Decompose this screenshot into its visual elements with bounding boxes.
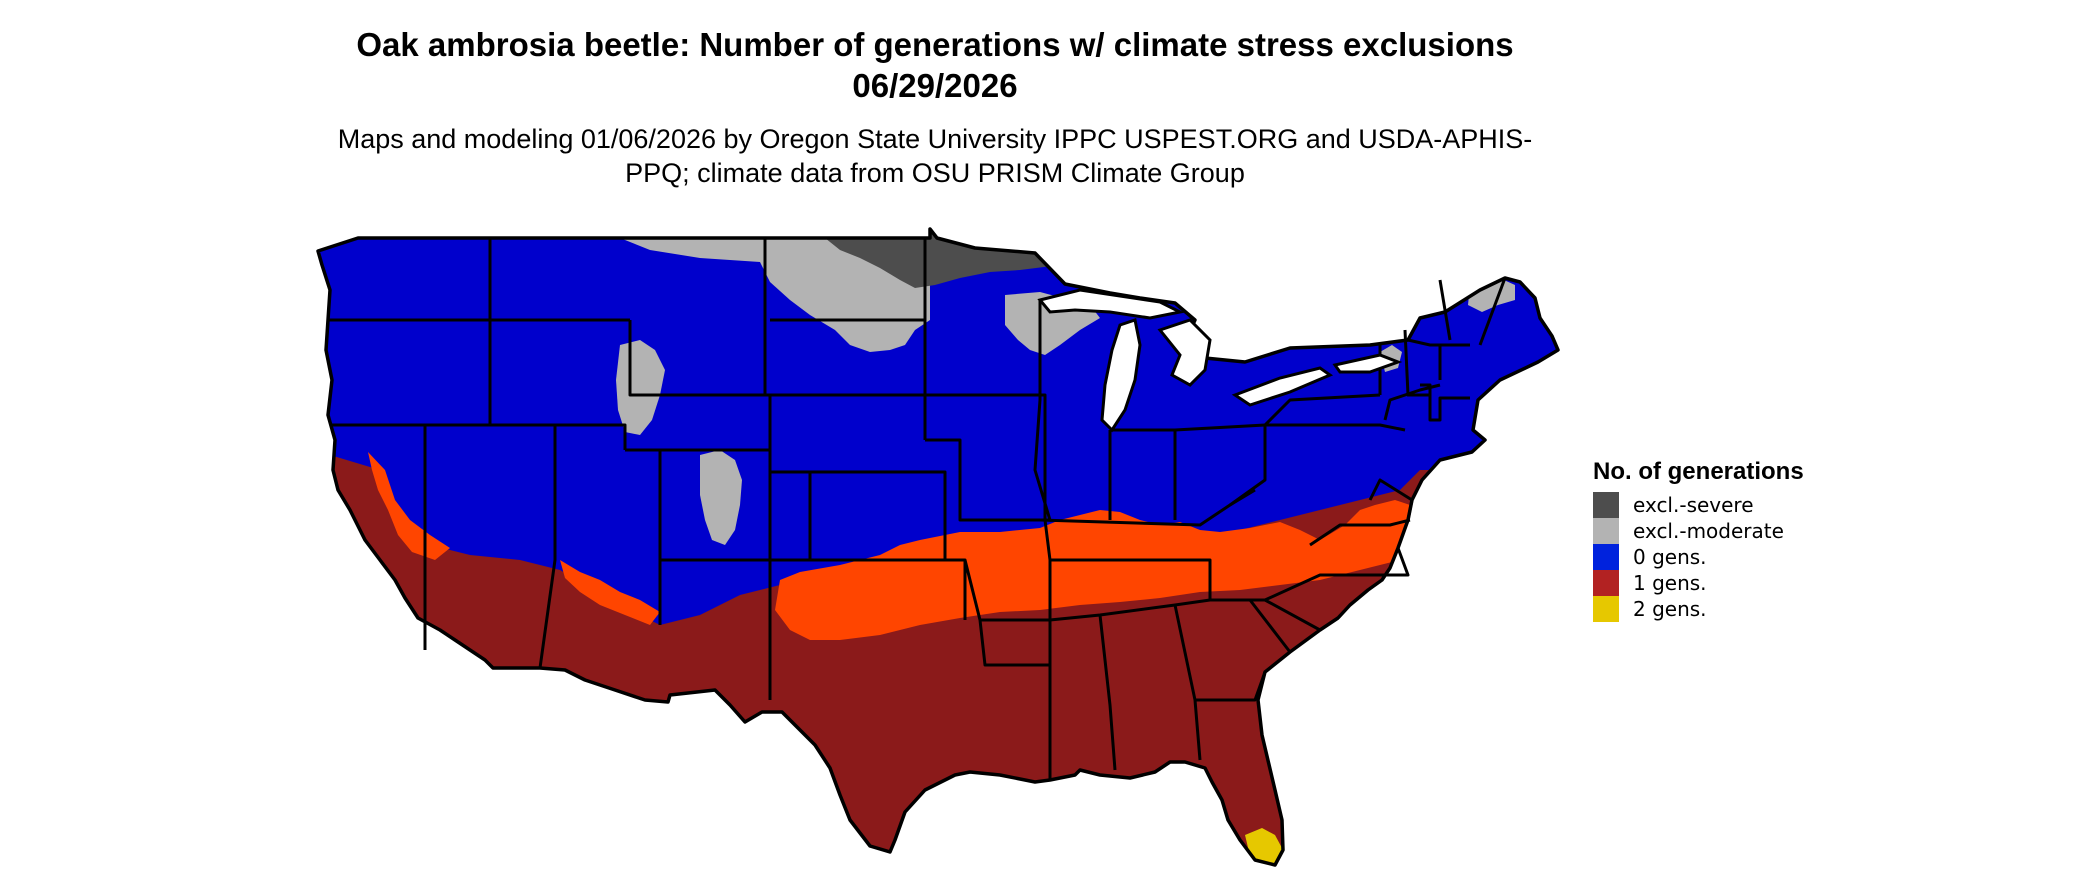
- zone-excl-moderate-north: [620, 238, 930, 352]
- legend-swatch-zero-gens: [1593, 544, 1619, 570]
- great-lakes: [1037, 288, 1403, 433]
- legend-item: excl.-severe: [1593, 492, 1853, 518]
- legend: No. of generations excl.-severe excl.-mo…: [1593, 458, 1853, 622]
- legend-swatch-excl-moderate: [1593, 518, 1619, 544]
- zone-arizona-transition: [560, 560, 660, 625]
- legend-label: 2 gens.: [1633, 597, 1707, 621]
- legend-swatch-two-gens: [1593, 596, 1619, 622]
- legend-swatch-excl-severe: [1593, 492, 1619, 518]
- lake-superior: [1037, 288, 1185, 320]
- legend-label: excl.-moderate: [1633, 519, 1784, 543]
- legend-label: 1 gens.: [1633, 571, 1707, 595]
- us-generations-map: [316, 227, 1560, 867]
- us-outline: [316, 227, 1560, 867]
- lake-huron: [1157, 318, 1212, 387]
- legend-item: 1 gens.: [1593, 570, 1853, 596]
- zone-california-transition: [368, 452, 450, 560]
- legend-label: excl.-severe: [1633, 493, 1754, 517]
- zone-one-generation-transition: [775, 500, 1420, 640]
- legend-title: No. of generations: [1593, 458, 1804, 485]
- legend-label: 0 gens.: [1633, 545, 1707, 569]
- legend-swatch-one-gen: [1593, 570, 1619, 596]
- lake-ontario: [1332, 353, 1403, 374]
- legend-item: 0 gens.: [1593, 544, 1853, 570]
- legend-item: 2 gens.: [1593, 596, 1853, 622]
- lake-michigan: [1100, 318, 1142, 433]
- zone-excl-severe: [825, 229, 1060, 288]
- map-title: Oak ambrosia beetle: Number of generatio…: [356, 26, 1514, 104]
- lake-erie: [1231, 366, 1334, 407]
- zone-excl-moderate-colorado: [700, 450, 742, 545]
- legend-item: excl.-moderate: [1593, 518, 1853, 544]
- state-borders: [328, 238, 1507, 780]
- map-subtitle: Maps and modeling 01/06/2026 by Oregon S…: [337, 124, 1533, 188]
- zone-excl-moderate-wyoming: [616, 340, 665, 435]
